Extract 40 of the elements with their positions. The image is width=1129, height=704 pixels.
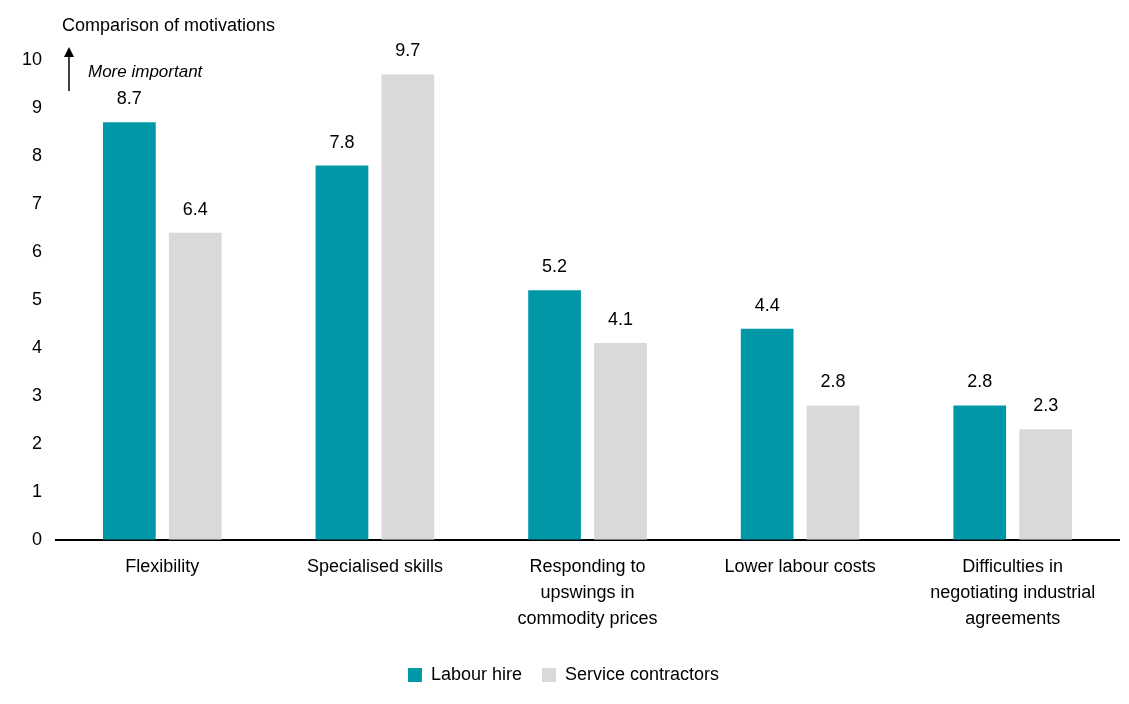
y-tick-label: 1 — [32, 480, 43, 501]
data-label: 7.8 — [329, 131, 355, 152]
data-label: 5.2 — [542, 256, 568, 277]
bar — [103, 122, 156, 540]
bar — [528, 290, 581, 540]
y-tick-label: 5 — [32, 288, 43, 309]
y-tick-label: 8 — [32, 144, 43, 165]
bar — [1019, 429, 1073, 540]
bar — [594, 343, 647, 540]
y-tick-label: 2 — [32, 432, 43, 453]
data-label: 2.3 — [1033, 395, 1059, 416]
bar — [953, 405, 1007, 540]
y-tick-label: 6 — [32, 240, 43, 261]
bar — [168, 232, 222, 540]
y-tick-label: 4 — [32, 336, 43, 357]
data-label: 6.4 — [182, 198, 208, 219]
y-tick-label: 3 — [32, 384, 43, 405]
data-label: 8.7 — [116, 88, 142, 109]
x-tick-label: Responding to upswings in commodity prices — [517, 555, 658, 628]
bar — [740, 328, 794, 540]
legend-label: Labour hire — [430, 663, 523, 684]
x-tick-label: Flexibility — [125, 555, 200, 576]
data-label: 4.4 — [754, 294, 780, 315]
y-tick-label: 0 — [32, 528, 43, 549]
y-tick-label: 9 — [32, 96, 43, 117]
data-label: 2.8 — [820, 371, 846, 392]
y-tick-label: 10 — [21, 48, 43, 69]
data-label: 9.7 — [395, 40, 421, 61]
x-tick-label: Difficulties in negotiating industrial agreements — [930, 555, 1096, 628]
data-label: 2.8 — [967, 371, 993, 392]
data-label: 4.1 — [607, 308, 633, 329]
x-tick-label: Lower labour costs — [724, 555, 876, 576]
y-axis-title: Comparison of motivations — [62, 14, 276, 35]
bar — [381, 74, 435, 540]
bar — [806, 405, 860, 540]
bar — [315, 165, 369, 540]
x-tick-label: Specialised skills — [306, 555, 443, 576]
y-tick-label: 7 — [32, 192, 43, 213]
legend-label: Service contractors — [565, 663, 720, 684]
annotation: More important — [88, 61, 204, 81]
